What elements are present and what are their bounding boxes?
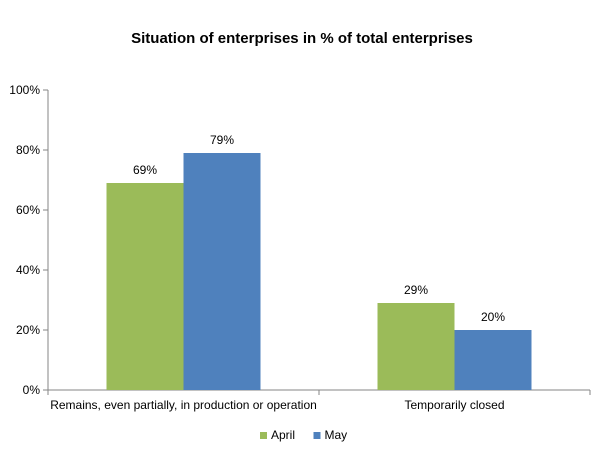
legend-swatch-april <box>260 432 267 439</box>
bar-may-1 <box>183 153 261 390</box>
legend-item-may: May <box>313 428 348 442</box>
chart-axes: 0% 20% 40% 60% 80% 100% Remains, even partiall… <box>9 83 591 412</box>
legend-label: April <box>271 428 295 442</box>
y-tick-label: 60% <box>16 203 40 217</box>
y-tick-label: 80% <box>16 143 40 157</box>
chart-bars: 69% 79% 29% 20% <box>106 133 532 390</box>
data-label: 29% <box>404 283 428 297</box>
data-label: 79% <box>210 133 234 147</box>
chart-legend: April May <box>260 428 347 442</box>
bar-april-2 <box>377 303 455 390</box>
x-category-label: Temporarily closed <box>404 398 504 412</box>
data-label: 69% <box>133 163 157 177</box>
bar-may-2 <box>454 330 532 390</box>
y-tick-label: 20% <box>16 323 40 337</box>
bar-april-1 <box>106 183 184 390</box>
legend-label: May <box>325 428 348 442</box>
y-tick-label: 100% <box>9 83 40 97</box>
y-tick-label: 0% <box>23 383 41 397</box>
legend-item-april: April <box>260 428 295 442</box>
legend-swatch-may <box>313 432 321 439</box>
y-tick-label: 40% <box>16 263 40 277</box>
x-category-label: Remains, even partially, in production o… <box>50 398 317 412</box>
chart-title: Situation of enterprises in % of total e… <box>131 30 473 47</box>
data-label: 20% <box>481 310 505 324</box>
